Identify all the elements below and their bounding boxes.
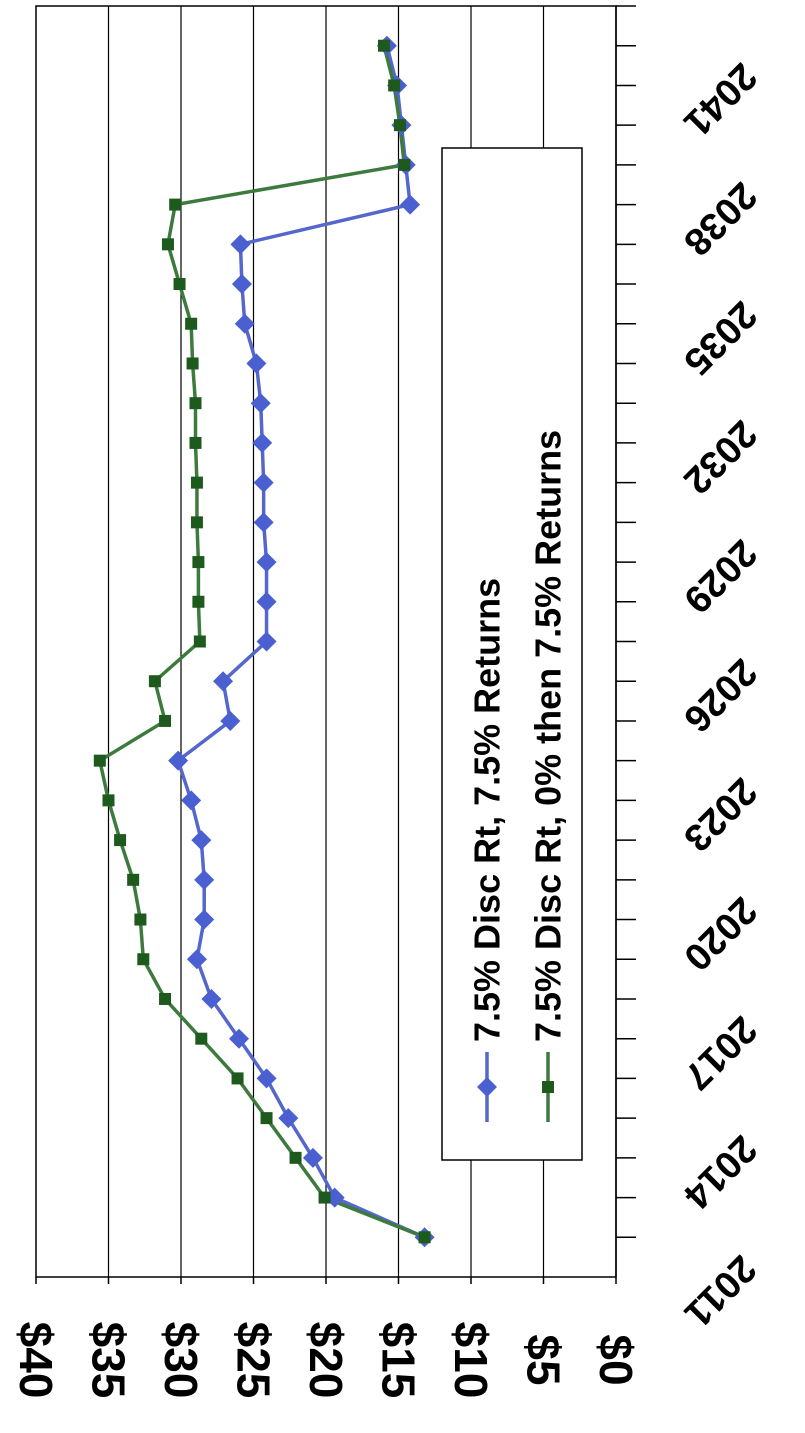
value-tick-label: $0 bbox=[590, 1334, 642, 1385]
year-tick-label: 2038 bbox=[675, 174, 764, 263]
series-1-point bbox=[181, 790, 202, 811]
series-1-point bbox=[201, 988, 222, 1009]
year-tick-label: 2020 bbox=[675, 889, 764, 978]
year-tick-label: 2017 bbox=[675, 1008, 764, 1097]
series-2-point bbox=[186, 357, 199, 370]
series-2-point bbox=[127, 873, 140, 886]
series-1-point bbox=[253, 512, 274, 533]
series-2-point bbox=[231, 1072, 244, 1085]
value-tick-label: $35 bbox=[83, 1322, 135, 1399]
series-1-point bbox=[230, 234, 251, 255]
value-tick-label: $40 bbox=[10, 1322, 62, 1399]
series-2-point bbox=[189, 436, 202, 449]
series-2-point bbox=[192, 595, 205, 608]
series-1-point bbox=[186, 949, 207, 970]
series-1-point bbox=[194, 909, 215, 930]
series-1-point bbox=[213, 671, 234, 692]
series-1-point bbox=[191, 830, 212, 851]
series-2-point bbox=[161, 238, 174, 251]
series-2-point bbox=[289, 1151, 302, 1164]
series-2-point bbox=[195, 1032, 208, 1045]
series-1-point bbox=[229, 1028, 249, 1049]
value-tick-label: $20 bbox=[300, 1322, 352, 1399]
year-tick-label: 2026 bbox=[675, 650, 764, 739]
series-1-point bbox=[302, 1147, 323, 1168]
value-tick-label: $10 bbox=[445, 1322, 497, 1399]
series-1-point bbox=[250, 393, 271, 414]
series-1-point bbox=[246, 353, 267, 374]
series-1-point bbox=[234, 313, 255, 334]
series-2-point bbox=[318, 1191, 331, 1204]
legend-series-1-marker bbox=[477, 1077, 497, 1097]
year-tick-label: 2011 bbox=[676, 1247, 764, 1335]
year-tick-label: 2023 bbox=[675, 770, 764, 859]
series-1-point bbox=[256, 552, 277, 573]
series-2-point bbox=[169, 198, 182, 211]
legend-series-2-marker bbox=[542, 1081, 554, 1093]
series-1-point bbox=[253, 472, 274, 493]
series-2-point bbox=[192, 556, 205, 569]
series-2-point bbox=[102, 794, 115, 807]
series-2-point bbox=[173, 278, 186, 291]
series-2-point bbox=[388, 79, 401, 92]
value-tick-label: $15 bbox=[373, 1322, 425, 1399]
series-2-point bbox=[418, 1231, 431, 1244]
series-1-point bbox=[168, 750, 189, 771]
series-1-point bbox=[256, 591, 277, 612]
series-1-point bbox=[278, 1108, 299, 1129]
series-2-point bbox=[393, 119, 406, 132]
series-2-point bbox=[190, 516, 203, 529]
value-tick-label: $30 bbox=[155, 1322, 207, 1399]
series-2-point bbox=[93, 754, 106, 767]
series-2-point bbox=[378, 39, 390, 52]
series-2-point bbox=[185, 317, 198, 330]
series-2-point bbox=[260, 1112, 273, 1125]
legend-box bbox=[441, 147, 583, 1161]
series-2-point bbox=[193, 635, 206, 648]
series-2-point bbox=[398, 158, 411, 171]
year-tick-label: 2029 bbox=[675, 531, 764, 620]
series-2-point bbox=[114, 834, 127, 847]
legend-series-1-label: 7.5% Disc Rt, 7.5% Returns bbox=[467, 578, 508, 1042]
series-1-point bbox=[400, 194, 421, 215]
series-1-point bbox=[252, 432, 273, 453]
series-1-point bbox=[220, 710, 241, 731]
series-2-point bbox=[134, 913, 147, 926]
series-2-point bbox=[159, 714, 172, 727]
value-tick-label: $5 bbox=[518, 1334, 570, 1385]
series-1-point bbox=[256, 1068, 277, 1089]
year-tick-label: 2041 bbox=[675, 55, 764, 144]
series-2-point bbox=[190, 476, 203, 489]
series-2-point bbox=[159, 992, 172, 1005]
value-tick-label: $25 bbox=[228, 1322, 280, 1399]
series-1-point bbox=[256, 631, 277, 652]
year-tick-label: 2014 bbox=[675, 1127, 764, 1216]
legend-series-2-label: 7.5% Disc Rt, 0% then 7.5% Returns bbox=[528, 430, 569, 1042]
series-2-point bbox=[137, 953, 150, 966]
series-2-point bbox=[189, 397, 202, 410]
series-1-point bbox=[231, 274, 252, 295]
series-1-point bbox=[194, 869, 215, 890]
year-tick-label: 2032 bbox=[675, 412, 764, 501]
series-2-point bbox=[148, 675, 161, 688]
year-tick-label: 2035 bbox=[675, 293, 764, 382]
plot-area: $0 $5 $10 $15 $20 $25 $30 $35 $40 2011 2014 2017 202… bbox=[10, 5, 765, 1399]
